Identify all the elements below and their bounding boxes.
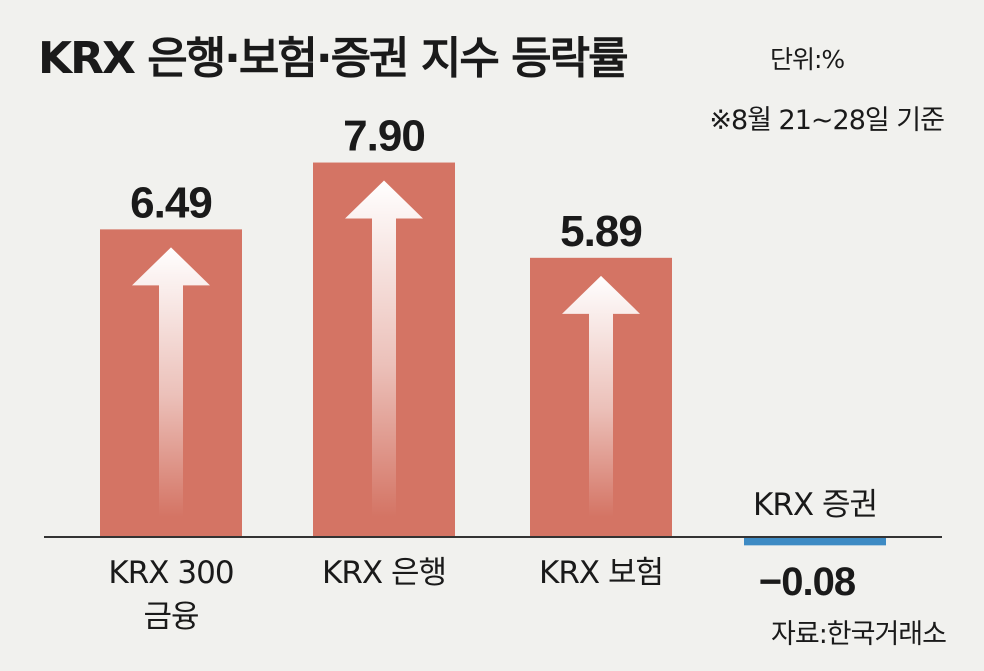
bar-4 <box>744 537 886 546</box>
category-label-4: KRX 증권 <box>753 487 877 523</box>
up-arrow-icon <box>132 247 210 517</box>
value-label-3: 5.89 <box>560 207 642 256</box>
category-label-3: KRX 보험 <box>539 555 663 591</box>
value-label-1: 6.49 <box>130 178 212 227</box>
value-label-2: 7.90 <box>343 112 425 161</box>
up-arrow-icon <box>562 275 640 517</box>
category-label-2: KRX 은행 <box>322 555 446 591</box>
date-note: ※8월 21~28일 기준 <box>709 105 945 136</box>
value-label-4: −0.08 <box>759 560 856 604</box>
up-arrow-icon <box>345 180 423 518</box>
unit-label: 단위:% <box>770 45 845 74</box>
source-label: 자료:한국거래소 <box>771 619 947 650</box>
category-label-1: 금융 <box>143 599 198 635</box>
chart-title: KRX 은행·보험·증권 지수 등락률 <box>38 33 629 84</box>
category-label-1: KRX 300 <box>108 555 233 591</box>
